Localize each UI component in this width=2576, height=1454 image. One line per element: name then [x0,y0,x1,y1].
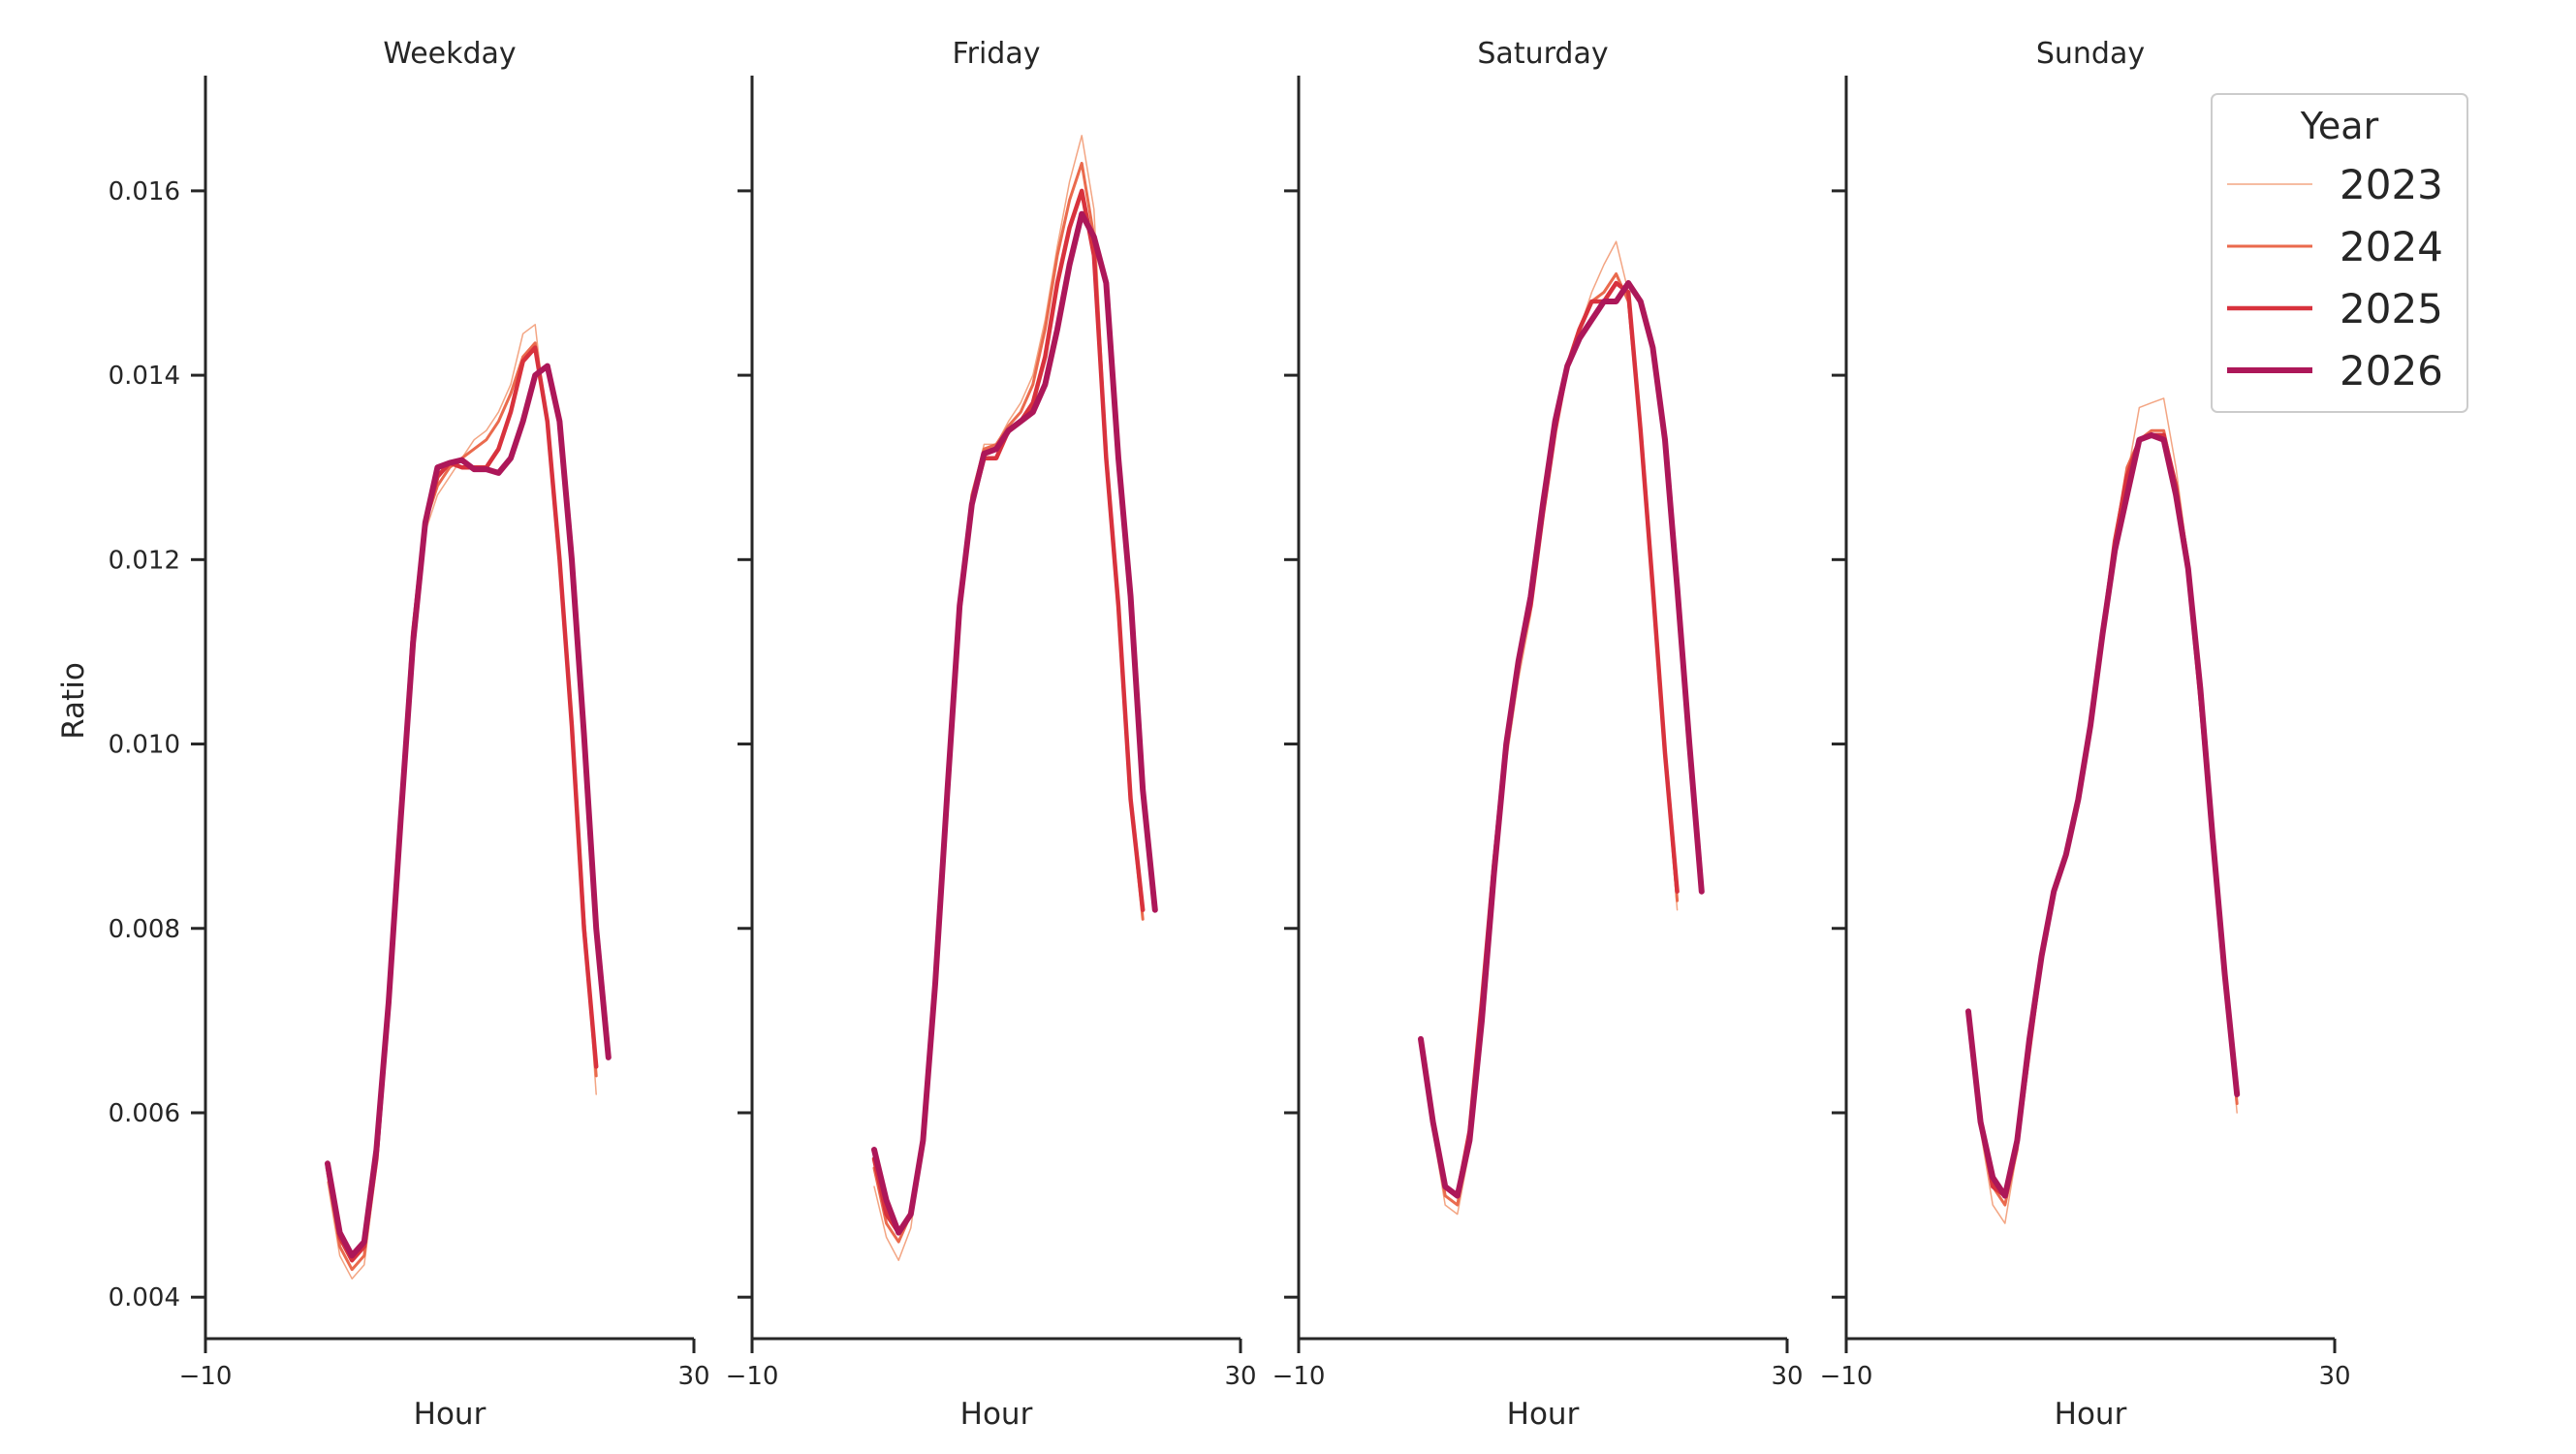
y-axis-label: Ratio [56,662,91,740]
series-line-2025 [1418,280,1680,1198]
series-line-2023 [873,135,1144,1261]
panel-sunday: Sunday −10 30 Hour [1820,37,2351,1432]
x-axis-label: Hour [2055,1397,2127,1432]
x-tick-label: −10 [179,1362,233,1391]
x-tick-label: −10 [726,1362,779,1391]
legend-label: 2024 [2340,223,2443,270]
series-line-2024 [872,161,1145,1244]
legend-title: Year [2300,105,2379,147]
y-tick-label: 0.006 [109,1099,180,1128]
legend: Year 2023 2024 2025 2026 [2211,93,2468,413]
y-tick-label: 0.008 [109,915,180,944]
series-line-2026 [1418,280,1705,1199]
y-tick-label: 0.012 [109,546,180,575]
x-tick-label: 30 [677,1362,709,1391]
series-line-2026 [871,210,1158,1236]
x-axis-label: Hour [960,1397,1033,1432]
panel-title: Weekday [383,37,516,71]
y-tick-label: 0.014 [109,362,180,391]
legend-label: 2023 [2340,161,2443,208]
x-tick-label: 30 [2318,1362,2350,1391]
series-line-2025 [325,345,599,1263]
x-tick-label: −10 [1820,1362,1873,1391]
x-tick-label: 30 [1224,1362,1256,1391]
legend-frame [2211,93,2468,413]
series-line-2025 [1965,432,2240,1198]
series-line-2024 [1966,428,2239,1207]
panel-friday: Friday −10 30 Hour [726,37,1257,1432]
series-line-2026 [1965,431,2241,1199]
y-tick-label: 0.016 [109,177,180,206]
x-tick-label: 30 [1771,1362,1803,1391]
x-axis-label: Hour [1507,1397,1580,1432]
panel-title: Friday [953,37,1041,71]
legend-label: 2025 [2340,285,2443,332]
series-line-2025 [871,188,1146,1235]
series-line-2023 [1967,397,2238,1224]
series-line-2026 [325,363,612,1259]
panel-weekday: Weekday 0.004 0.006 0.008 0.010 0.012 0.014 0.0… [109,37,710,1432]
x-axis-label: Hour [414,1397,487,1432]
legend-label: 2026 [2340,347,2443,395]
panel-title: Saturday [1477,37,1608,71]
series-line-2024 [326,341,598,1272]
x-tick-label: −10 [1272,1362,1326,1391]
panel-title: Sunday [2036,37,2145,71]
y-tick-label: 0.010 [109,731,180,760]
panel-saturday: Saturday −10 30 Hour [1272,37,1804,1432]
y-tick-label: 0.004 [109,1283,180,1312]
